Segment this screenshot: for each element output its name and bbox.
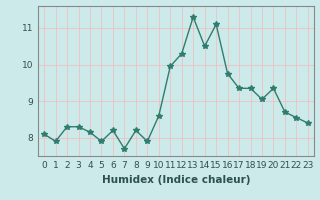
X-axis label: Humidex (Indice chaleur): Humidex (Indice chaleur)	[102, 175, 250, 185]
